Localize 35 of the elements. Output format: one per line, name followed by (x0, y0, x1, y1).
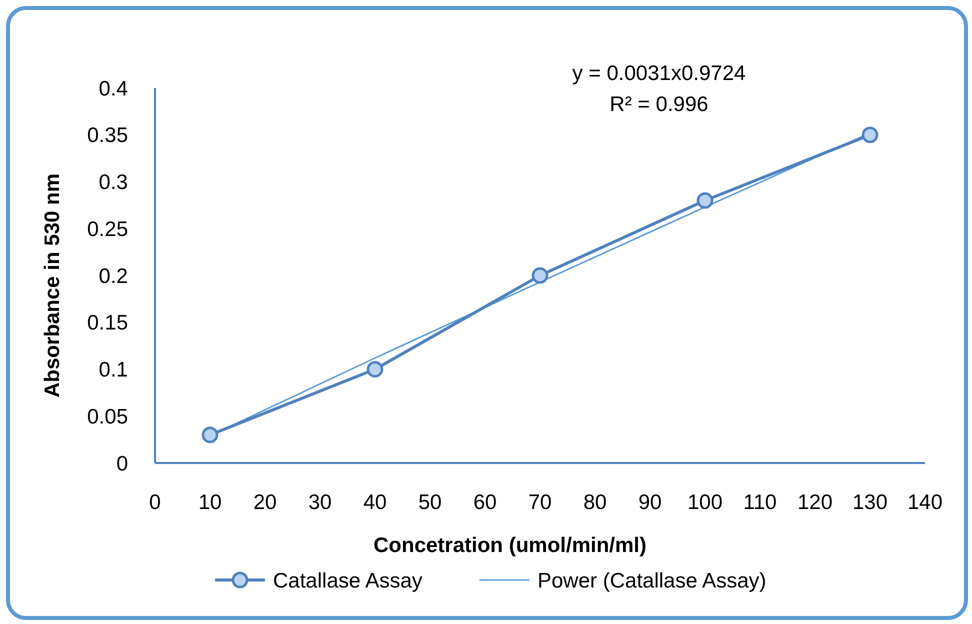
legend-label: Power (Catallase Assay) (538, 569, 766, 592)
x-tick-label: 90 (638, 491, 662, 514)
y-tick-label: 0.2 (98, 264, 128, 288)
y-tick-label: 0.4 (98, 77, 128, 100)
point (532, 267, 548, 284)
point (366, 361, 384, 378)
x-tick-label: 10 (198, 491, 222, 514)
x-tick-label: 140 (907, 491, 943, 514)
x-tick-label: 130 (852, 491, 888, 514)
y-tick-label: 0.1 (98, 358, 128, 382)
y-axis-title: Absorbance in 530 nm (41, 173, 64, 398)
x-tick-label: 50 (418, 491, 442, 514)
y-tick-label: 0.15 (87, 312, 128, 335)
y-tick-label: 0.25 (87, 218, 128, 241)
x-tick-label: 70 (528, 491, 552, 514)
point (202, 426, 218, 444)
x-axis-title: Concetration (umol/min/ml) (374, 534, 646, 557)
text: y = 0.0031x0.9724 (572, 62, 746, 85)
y-tick-label: 0.3 (98, 171, 128, 194)
x-tick-label: 30 (308, 491, 332, 514)
x-tick-label: 60 (473, 491, 497, 514)
y-tick-label: 0 (116, 452, 128, 476)
legend-label: Catallase Assay (273, 569, 423, 592)
x-tick-label: 110 (743, 491, 777, 514)
annotation: R² = 0.996 (610, 93, 708, 116)
x-tick-label: 100 (687, 491, 723, 514)
x-tick-label: 0 (149, 491, 161, 514)
x-tick-label: 80 (583, 491, 607, 514)
x-tick-label: 120 (797, 491, 833, 514)
point (696, 192, 714, 209)
y-tick-label: 0.05 (87, 405, 128, 428)
x-tick-label: 40 (363, 491, 387, 514)
y-tick-label: 0.35 (87, 124, 128, 148)
point (862, 126, 878, 144)
x-tick-label: 20 (253, 491, 277, 514)
